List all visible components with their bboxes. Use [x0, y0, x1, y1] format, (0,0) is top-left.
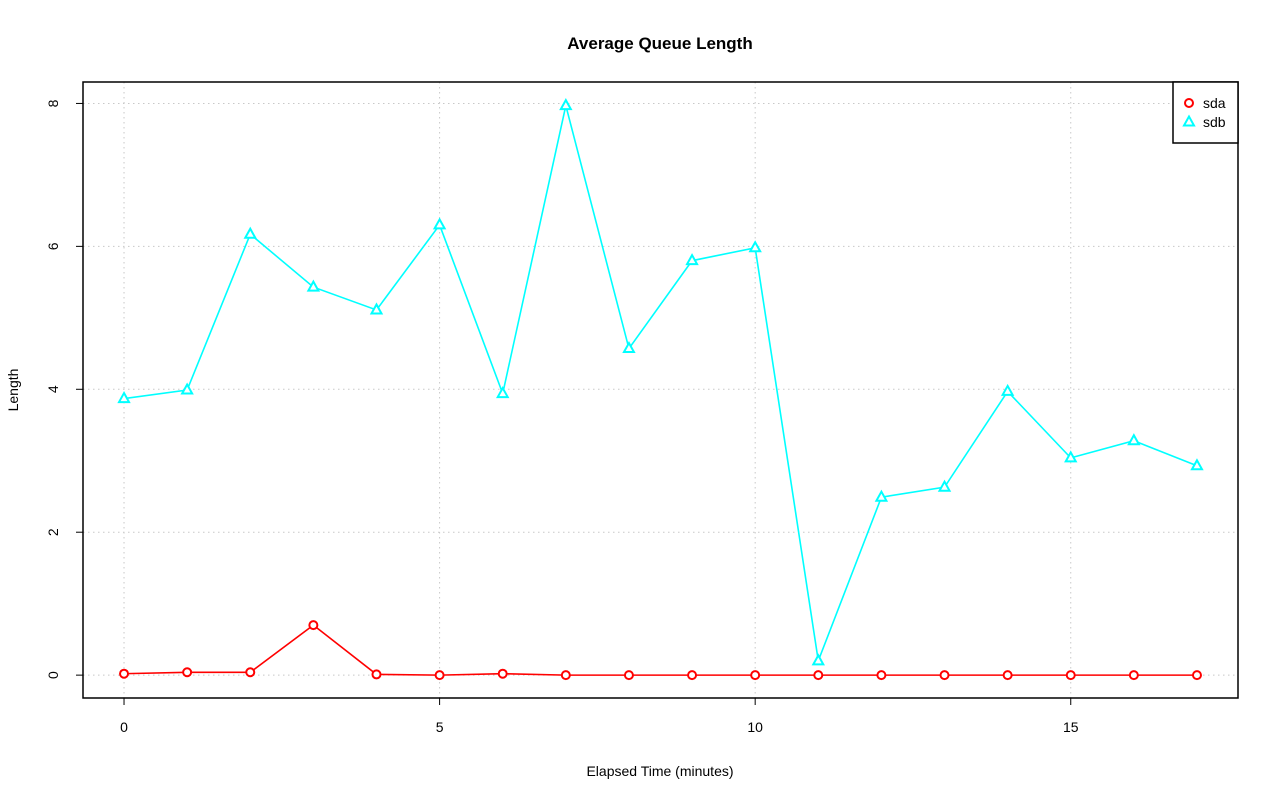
- y-tick-label: 0: [45, 671, 61, 679]
- data-point-sdb: [559, 98, 573, 111]
- data-point-sda: [182, 667, 193, 678]
- data-point-sdb: [369, 302, 384, 315]
- data-point-sda: [750, 670, 761, 681]
- series-line-sda: [124, 624, 1197, 676]
- data-point-sdb: [1000, 383, 1015, 396]
- y-axis-label: Length: [5, 369, 21, 412]
- data-point-sda: [245, 667, 256, 678]
- y-tick-label: 8: [45, 99, 61, 107]
- data-point-sda: [308, 620, 319, 631]
- legend-marker-sda: [1184, 98, 1194, 108]
- y-tick-label: 6: [45, 242, 61, 250]
- plot-frame: [82, 81, 1239, 699]
- legend: sda sdb: [1172, 81, 1239, 144]
- data-point-sdb: [1127, 433, 1141, 446]
- chart-title: Average Queue Length: [567, 34, 752, 53]
- data-point-sda: [371, 669, 382, 680]
- data-point-sda: [560, 670, 571, 681]
- x-axis-label: Elapsed Time (minutes): [586, 763, 733, 779]
- x-tick-label: 10: [747, 719, 763, 735]
- data-point-sdb: [811, 653, 825, 666]
- y-tick-label: 2: [45, 528, 61, 536]
- data-point-sdb: [306, 279, 321, 292]
- data-point-sda: [1065, 670, 1076, 681]
- data-point-sda: [687, 670, 698, 681]
- y-tick-label: 4: [45, 385, 61, 393]
- x-tick-label: 5: [436, 719, 444, 735]
- legend-label-sda: sda: [1203, 95, 1226, 111]
- data-point-sda: [1191, 670, 1202, 681]
- data-point-sda: [497, 668, 508, 679]
- data-point-sdb: [1190, 458, 1204, 471]
- x-tick-label: 15: [1063, 719, 1079, 735]
- x-tick-label: 0: [120, 719, 128, 735]
- series-line-sdb: [123, 105, 1198, 664]
- data-point-sda: [1002, 670, 1013, 681]
- data-point-sdb: [937, 479, 952, 492]
- series-sdb: [117, 98, 1204, 666]
- data-point-sdb: [748, 240, 762, 253]
- data-point-sdb: [496, 386, 510, 399]
- data-point-sda: [939, 670, 950, 681]
- data-point-sda: [434, 670, 445, 681]
- data-point-sdb: [874, 489, 889, 502]
- data-point-sda: [813, 670, 824, 681]
- data-point-sdb: [117, 391, 131, 404]
- data-point-sdb: [685, 253, 699, 266]
- legend-marker-sdb: [1182, 114, 1196, 127]
- data-point-sda: [623, 670, 634, 681]
- data-point-sdb: [180, 382, 194, 395]
- legend-label-sdb: sdb: [1203, 114, 1226, 130]
- data-point-sdb: [243, 226, 257, 239]
- data-point-sda: [876, 670, 887, 681]
- legend-box: [1172, 81, 1239, 144]
- data-point-sdb: [432, 217, 447, 230]
- data-point-sdb: [1064, 450, 1078, 463]
- series-sda: [119, 620, 1202, 681]
- data-point-sda: [1128, 670, 1139, 681]
- data-point-sdb: [622, 340, 636, 354]
- data-point-sda: [119, 668, 130, 679]
